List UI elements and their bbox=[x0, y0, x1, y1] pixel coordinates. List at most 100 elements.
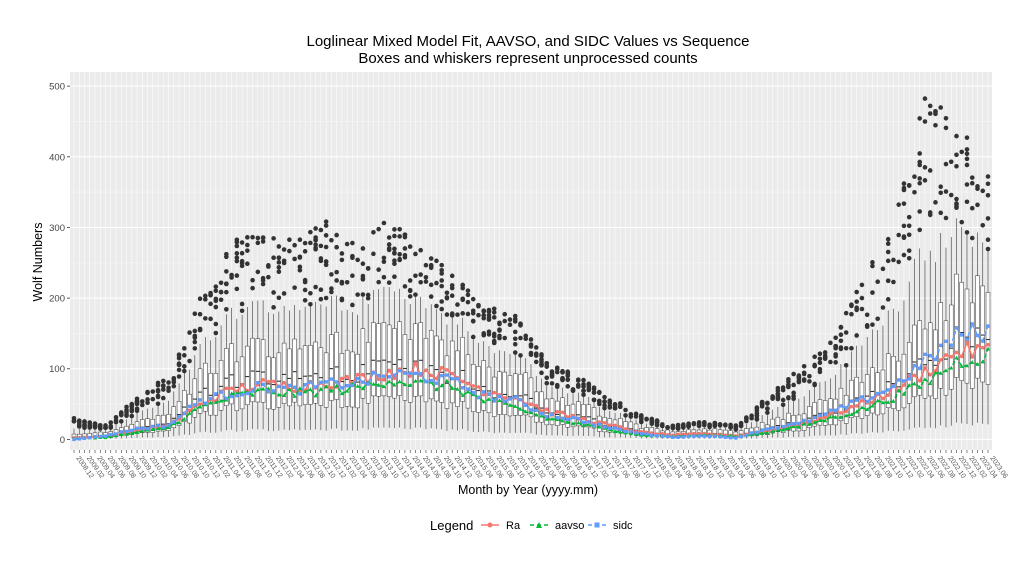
box-outlier bbox=[76, 420, 82, 426]
series-point bbox=[781, 427, 786, 432]
box-outlier bbox=[938, 190, 944, 196]
series-point bbox=[250, 392, 255, 397]
box-iqr bbox=[392, 328, 397, 399]
box-iqr bbox=[891, 356, 896, 409]
series-point bbox=[271, 389, 276, 393]
box-month bbox=[912, 174, 917, 428]
box-iqr bbox=[297, 348, 303, 407]
box-outlier bbox=[754, 413, 760, 418]
series-point bbox=[177, 415, 181, 419]
series-point bbox=[292, 389, 297, 394]
box-month bbox=[681, 422, 686, 439]
box-outlier bbox=[870, 322, 875, 327]
series-point bbox=[303, 389, 308, 394]
box-outlier bbox=[922, 119, 928, 124]
box-outlier bbox=[250, 285, 255, 291]
box-month bbox=[402, 232, 408, 429]
box-iqr bbox=[381, 322, 387, 397]
box-outlier bbox=[880, 266, 886, 272]
series-point bbox=[172, 420, 176, 424]
box-outlier bbox=[528, 342, 534, 347]
box-outlier bbox=[917, 176, 923, 181]
box-outlier bbox=[407, 244, 413, 249]
series-point bbox=[886, 388, 890, 392]
box-iqr bbox=[470, 364, 476, 412]
box-outlier bbox=[607, 405, 613, 410]
series-point bbox=[486, 397, 491, 401]
box-month bbox=[413, 251, 418, 428]
box-outlier bbox=[817, 360, 823, 365]
box-outlier bbox=[796, 379, 802, 385]
series-point bbox=[460, 393, 465, 397]
box-outlier bbox=[323, 219, 329, 224]
box-iqr bbox=[161, 414, 166, 432]
box-outlier bbox=[392, 274, 397, 280]
box-outlier bbox=[985, 237, 991, 242]
box-outlier bbox=[334, 232, 339, 238]
box-month bbox=[786, 376, 791, 437]
box-outlier bbox=[639, 416, 644, 422]
box-outlier bbox=[954, 202, 959, 207]
box-outlier bbox=[670, 425, 676, 431]
box-iqr bbox=[397, 321, 402, 396]
box-month bbox=[218, 280, 224, 432]
series-point bbox=[943, 368, 948, 373]
box-outlier bbox=[891, 279, 896, 285]
series-point bbox=[896, 388, 901, 393]
box-iqr bbox=[245, 345, 250, 406]
box-outlier bbox=[444, 295, 450, 301]
series-sidc bbox=[72, 321, 990, 442]
box-month bbox=[434, 258, 439, 429]
box-outlier bbox=[623, 407, 628, 413]
box-outlier bbox=[922, 165, 928, 170]
box-iqr bbox=[786, 412, 791, 431]
box-outlier bbox=[360, 292, 366, 297]
box-outlier bbox=[639, 413, 644, 418]
box-outlier bbox=[313, 284, 318, 290]
box-month bbox=[870, 260, 875, 433]
series-point bbox=[686, 434, 691, 439]
box-iqr bbox=[292, 338, 297, 403]
series-point bbox=[334, 380, 339, 384]
series-point bbox=[292, 394, 297, 398]
box-outlier bbox=[964, 230, 970, 235]
series-point bbox=[555, 409, 560, 414]
box-outlier bbox=[791, 396, 796, 402]
series-point bbox=[507, 402, 512, 407]
series-point bbox=[229, 391, 234, 396]
series-point bbox=[560, 410, 565, 415]
box-outlier bbox=[439, 262, 445, 268]
series-point bbox=[718, 435, 722, 439]
box-outlier bbox=[486, 329, 492, 335]
series-point bbox=[765, 430, 770, 435]
box-outlier bbox=[397, 234, 402, 239]
series-point bbox=[471, 390, 475, 395]
box-outlier bbox=[402, 246, 408, 251]
box-outlier bbox=[276, 265, 282, 270]
box-outlier bbox=[859, 306, 865, 312]
series-point bbox=[891, 399, 896, 403]
box-outlier bbox=[313, 237, 318, 243]
series-point bbox=[854, 409, 859, 414]
series-point bbox=[93, 435, 97, 439]
box-month bbox=[371, 229, 376, 428]
series-point bbox=[613, 423, 617, 428]
box-outlier bbox=[780, 402, 786, 408]
series-point bbox=[865, 407, 870, 412]
series-point bbox=[418, 371, 423, 376]
box-outlier bbox=[602, 399, 607, 404]
series-point bbox=[965, 340, 969, 345]
box-outlier bbox=[581, 392, 586, 398]
series-point bbox=[460, 379, 465, 384]
box-month bbox=[476, 302, 481, 433]
box-iqr bbox=[308, 344, 313, 405]
box-outlier bbox=[654, 422, 660, 427]
box-outlier bbox=[696, 423, 702, 429]
box-iqr bbox=[434, 335, 439, 402]
box-outlier bbox=[208, 301, 213, 307]
series-point bbox=[298, 392, 302, 396]
series-point bbox=[697, 434, 701, 438]
box-outlier bbox=[544, 375, 550, 381]
box-iqr bbox=[313, 341, 318, 404]
series-point bbox=[198, 402, 202, 406]
